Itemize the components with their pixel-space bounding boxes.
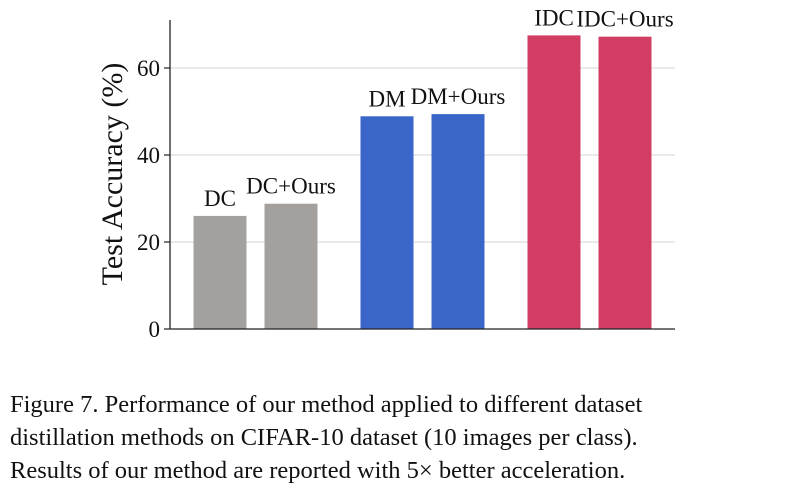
bar-idc-plus-ours xyxy=(598,36,652,330)
caption-line-1: Figure 7. Performance of our method appl… xyxy=(10,391,643,418)
gridlines xyxy=(170,67,675,243)
bar-labels: DC DC+Ours DM DM+Ours IDC IDC+Ours xyxy=(204,5,674,211)
bar-label: DM xyxy=(368,86,405,111)
bar-dm xyxy=(360,116,414,329)
y-tick-label: 0 xyxy=(149,317,161,342)
y-tick-label: 60 xyxy=(137,56,160,81)
bar-idc xyxy=(527,35,581,329)
bar-label: IDC xyxy=(534,5,574,30)
bar-dc-plus-ours xyxy=(264,203,318,329)
caption-line-2: distillation methods on CIFAR-10 dataset… xyxy=(10,424,638,451)
bar-chart: DC DC+Ours DM DM+Ours IDC IDC+Ours 0 20 40 60 Te… xyxy=(96,5,675,342)
figure-caption: Figure 7. Performance of our method appl… xyxy=(10,388,800,487)
bar-label: DC xyxy=(204,186,236,211)
bar-dm-plus-ours xyxy=(431,114,485,329)
caption-line-3: Results of our method are reported with … xyxy=(10,457,626,484)
y-ticks: 0 20 40 60 xyxy=(137,56,170,342)
y-axis-label: Test Accuracy (%) xyxy=(96,63,129,286)
bars xyxy=(193,35,652,330)
bar-label: DM+Ours xyxy=(411,84,506,109)
y-tick-label: 40 xyxy=(137,143,160,168)
bar-dc xyxy=(193,215,247,329)
bar-label: DC+Ours xyxy=(246,174,336,199)
bar-label: IDC+Ours xyxy=(576,7,673,32)
y-tick-label: 20 xyxy=(137,230,160,255)
